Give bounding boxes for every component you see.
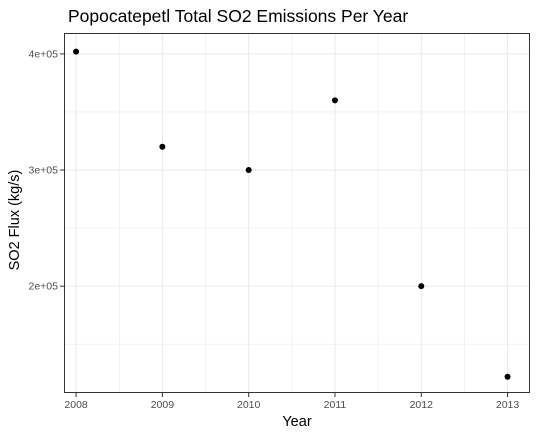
y-axis: 2e+05 3e+05 4e+05 bbox=[29, 48, 64, 293]
y-tick-label: 3e+05 bbox=[29, 165, 59, 177]
plot-panel bbox=[64, 33, 530, 393]
x-tick-label: 2013 bbox=[496, 399, 520, 411]
x-tick-label: 2008 bbox=[64, 399, 88, 411]
x-tick-label: 2009 bbox=[151, 399, 175, 411]
data-point bbox=[245, 167, 252, 174]
x-axis-title: Year bbox=[282, 414, 311, 430]
data-point bbox=[504, 373, 511, 380]
y-tick-label: 2e+05 bbox=[29, 281, 59, 293]
data-points bbox=[73, 48, 511, 380]
panel-border bbox=[64, 33, 530, 393]
major-gridlines bbox=[64, 33, 530, 393]
minor-gridlines bbox=[64, 33, 530, 393]
x-tick-label: 2010 bbox=[237, 399, 261, 411]
x-axis: 2008 2009 2010 2011 2012 2013 bbox=[64, 393, 519, 411]
chart-title: Popocatepetl Total SO2 Emissions Per Yea… bbox=[68, 6, 408, 26]
data-point bbox=[418, 283, 425, 290]
data-point bbox=[73, 48, 80, 55]
data-point bbox=[159, 143, 166, 150]
y-axis-title: SO2 Flux (kg/s) bbox=[7, 170, 23, 271]
y-tick-label: 4e+05 bbox=[29, 48, 59, 60]
x-tick-label: 2011 bbox=[324, 399, 347, 411]
x-tick-label: 2012 bbox=[410, 399, 434, 411]
data-point bbox=[331, 97, 338, 104]
